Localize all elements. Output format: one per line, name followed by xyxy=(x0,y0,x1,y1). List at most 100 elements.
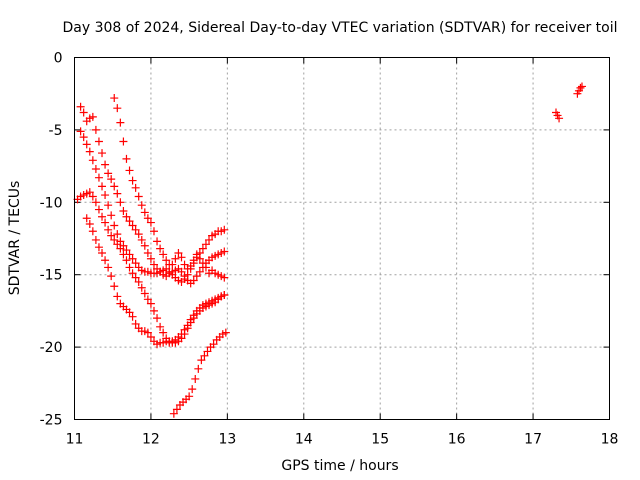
data-point xyxy=(128,176,137,185)
data-point xyxy=(183,270,192,279)
data-point xyxy=(79,108,88,117)
data-point xyxy=(198,263,207,272)
data-point xyxy=(137,201,146,210)
data-point xyxy=(107,211,116,220)
data-point xyxy=(131,183,140,192)
x-tick-label: 16 xyxy=(448,432,466,448)
data-point xyxy=(98,149,107,158)
data-point xyxy=(107,231,116,240)
x-tick-label: 17 xyxy=(524,432,542,448)
data-point xyxy=(110,94,119,103)
data-point xyxy=(110,182,119,191)
data-point xyxy=(85,188,94,197)
data-point xyxy=(576,83,585,92)
data-point xyxy=(149,260,158,269)
data-point xyxy=(205,235,214,244)
data-point xyxy=(137,235,146,244)
data-point xyxy=(191,374,200,383)
data-point xyxy=(209,340,218,349)
data-point xyxy=(131,259,140,268)
data-point xyxy=(146,254,155,263)
y-tick-label: 0 xyxy=(54,51,63,67)
data-point xyxy=(107,272,116,281)
data-point xyxy=(119,206,128,215)
data-point xyxy=(131,273,140,282)
data-point xyxy=(162,256,171,265)
data-point xyxy=(110,282,119,291)
data-point xyxy=(140,289,149,298)
x-axis-label: GPS time / hours xyxy=(281,458,398,474)
data-point xyxy=(134,230,143,239)
data-point xyxy=(177,253,186,262)
grid-lines xyxy=(74,57,610,420)
data-point xyxy=(131,319,140,328)
data-point xyxy=(128,254,137,263)
data-point xyxy=(186,264,195,273)
data-point xyxy=(82,140,91,149)
data-point xyxy=(128,221,137,230)
data-point xyxy=(91,164,100,173)
data-point xyxy=(137,283,146,292)
data-point xyxy=(113,292,122,301)
y-axis-label: SDTVAR / TECUs xyxy=(7,181,23,296)
data-point xyxy=(101,218,110,227)
data-point xyxy=(195,248,204,257)
data-point xyxy=(577,82,586,91)
data-point xyxy=(91,198,100,207)
data-point xyxy=(146,218,155,227)
data-point xyxy=(94,137,103,146)
data-point xyxy=(76,127,85,136)
data-point xyxy=(220,290,229,299)
data-point xyxy=(169,409,178,418)
data-point xyxy=(94,243,103,252)
data-point xyxy=(183,321,192,330)
data-point xyxy=(134,277,143,286)
data-point xyxy=(82,214,91,223)
data-point xyxy=(140,208,149,217)
x-tick-label: 12 xyxy=(142,432,160,448)
data-point xyxy=(168,260,177,269)
data-point xyxy=(198,244,207,253)
series-track-e xyxy=(82,214,229,349)
data-point xyxy=(143,214,152,223)
data-point xyxy=(188,385,197,394)
data-point xyxy=(91,125,100,134)
x-tick-label: 14 xyxy=(295,432,313,448)
data-point xyxy=(194,364,203,373)
data-point xyxy=(98,212,107,221)
x-tick-label: 13 xyxy=(218,432,236,448)
data-point xyxy=(125,166,134,175)
data-point xyxy=(172,405,181,414)
data-point xyxy=(113,230,122,239)
data-point xyxy=(177,330,186,339)
data-point xyxy=(101,191,110,200)
data-point xyxy=(220,225,229,234)
data-point xyxy=(104,169,113,178)
data-point xyxy=(153,237,162,246)
data-point xyxy=(101,256,110,265)
data-point xyxy=(220,247,229,256)
data-point xyxy=(98,182,107,191)
data-point xyxy=(189,311,198,320)
x-tick-label: 15 xyxy=(371,432,389,448)
data-point xyxy=(159,250,168,259)
y-tick-label: -20 xyxy=(40,340,63,356)
data-point xyxy=(146,332,155,341)
data-point xyxy=(128,269,137,278)
data-point xyxy=(195,267,204,276)
data-point xyxy=(220,273,229,282)
series-track-b xyxy=(76,102,229,288)
x-tick-label: 11 xyxy=(66,432,84,448)
x-tick-label: 18 xyxy=(601,432,619,448)
data-point xyxy=(122,212,131,221)
series-track-f xyxy=(169,328,230,418)
data-point xyxy=(171,254,180,263)
data-point xyxy=(143,328,152,337)
data-point xyxy=(189,276,198,285)
data-point xyxy=(159,328,168,337)
x-tick-labels: 11 12 13 14 15 16 17 18 xyxy=(66,432,619,448)
data-point xyxy=(113,240,122,249)
data-point xyxy=(116,244,125,253)
data-point xyxy=(140,241,149,250)
